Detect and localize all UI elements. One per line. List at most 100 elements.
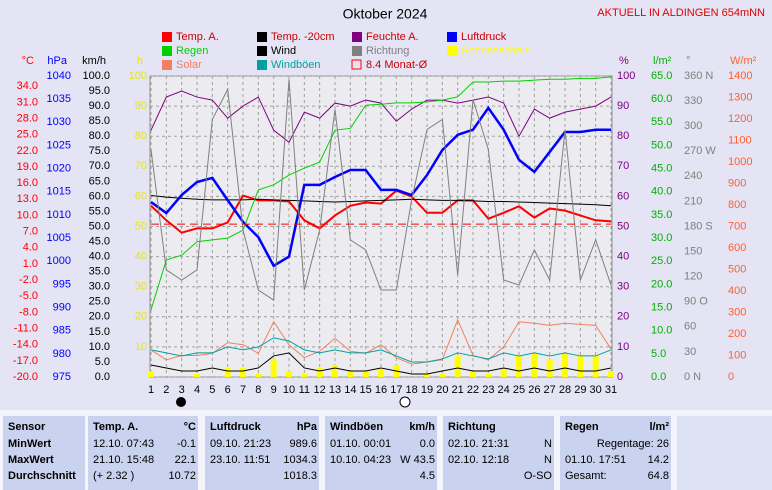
y-tick-label: 1.0 [23,258,38,270]
y-tick-label: 55.0 [651,116,672,128]
y-tick-label: 80 [135,130,147,142]
y-tick-label: 50.0 [651,139,672,151]
sunshine-bar [378,367,384,377]
chart-title: Oktober 2024 [343,6,428,22]
y-tick-label: 16.0 [17,177,38,189]
table-cell: 4.5 [420,470,435,482]
sunshine-bar [531,352,538,377]
y-tick-label: 0.0 [95,371,110,383]
x-tick-label: 30 [590,384,602,396]
legend-swatch [162,60,172,70]
y-tick-label: 50 [135,220,147,232]
y-tick-label: 25.0 [17,129,38,141]
legend-swatch [351,59,362,70]
y-tick-label: -2.0 [19,274,38,286]
y-tick-label: -17.0 [13,355,38,367]
table-panel [443,416,554,490]
y-tick-label: 270 W [684,145,716,157]
y-tick-label: 45.0 [651,163,672,175]
y-tick-label: 1035 [47,93,71,105]
series-line [150,105,611,268]
y-tick-label: 0 [728,371,734,383]
y-tick-label: 985 [53,325,71,337]
y-tick-label: 70 [617,160,629,172]
y-tick-label: 20 [135,311,147,323]
y-tick-label: 1400 [728,70,752,82]
y-tick-label: 40 [135,251,147,263]
sunshine-bar [255,373,262,377]
x-tick-label: 27 [544,384,556,396]
annotation: AKTUELL IN ALDINGEN 654mNN [597,7,765,19]
x-tick-label: 15 [360,384,372,396]
y-tick-label: 13.0 [17,193,38,205]
y-tick-label: 30.0 [89,281,110,293]
y-tick-label: 20 [617,311,629,323]
sunshine-bar [577,355,584,377]
table-cell: O-SO [524,470,553,482]
y-tick-label: 980 [53,348,71,360]
x-tick-label: 28 [559,384,571,396]
y-tick-label: 1025 [47,139,71,151]
sunshine-bar [316,367,323,377]
y-tick-label: 20.0 [651,278,672,290]
y-tick-label: 85.0 [89,115,110,127]
legend-label: Luftdruck [461,31,507,43]
legend-swatch [257,46,267,56]
y-tick-label: 1030 [47,116,71,128]
y-tick-label: 1020 [47,163,71,175]
y-tick-label: 30 [135,281,147,293]
table-cell: 1018.3 [283,470,317,482]
y-tick-label: 90 [617,100,629,112]
y-tick-label: 40.0 [89,251,110,263]
y-tick-label: 0 N [684,371,701,383]
y-tick-label: 60.0 [89,190,110,202]
table-unit: l/m² [649,421,669,433]
table-cell: W 43.5 [400,454,435,466]
y-tick-label: 0 [617,371,623,383]
x-tick-label: 20 [436,384,448,396]
y-tick-label: -14.0 [13,339,38,351]
table-cell: N [544,438,552,450]
table-cell: Regentage: 26 [597,438,669,450]
y-tick-label: 28.0 [17,112,38,124]
y-tick-label: 10 [135,341,147,353]
axis-title: % [619,55,629,67]
x-tick-label: 26 [528,384,540,396]
y-tick-label: 600 [728,242,746,254]
y-tick-label: 40 [617,251,629,263]
table-cell: 22.1 [175,454,196,466]
x-tick-label: 12 [314,384,326,396]
table-cell: 989.6 [289,438,317,450]
table-row-label: MinWert [8,438,52,450]
y-tick-label: 60.0 [651,93,672,105]
table-cell: 23.10. 11:51 [210,454,270,466]
moon-full [399,396,411,408]
y-tick-label: 900 [728,177,746,189]
y-tick-label: 90.0 [89,100,110,112]
axis-title: km/h [82,55,106,67]
sunshine-bar [470,370,476,377]
y-tick-label: 60 [684,321,696,333]
x-tick-label: 17 [390,384,402,396]
y-tick-label: 1040 [47,70,71,82]
table-cell: 14.2 [648,454,669,466]
y-tick-label: 90 [135,100,147,112]
sunshine-bar [286,370,292,377]
legend-swatch [162,46,172,56]
sunshine-bar [439,373,446,377]
y-tick-label: 45.0 [89,235,110,247]
sunshine-bar [301,373,308,377]
table-header: Regen [565,421,599,433]
x-tick-label: 11 [299,384,310,396]
y-tick-label: 300 [728,306,746,318]
table-cell: Gesamt: [565,470,607,482]
table-cell: N [544,454,552,466]
y-tick-label: 30 [617,281,629,293]
y-tick-label: 990 [53,301,71,313]
y-tick-label: 25.0 [651,255,672,267]
x-tick-label: 19 [421,384,433,396]
legend-label: Windböen [271,59,321,71]
axis-title: °C [22,55,34,67]
y-tick-label: 10.0 [651,325,672,337]
y-tick-label: 1005 [47,232,71,244]
